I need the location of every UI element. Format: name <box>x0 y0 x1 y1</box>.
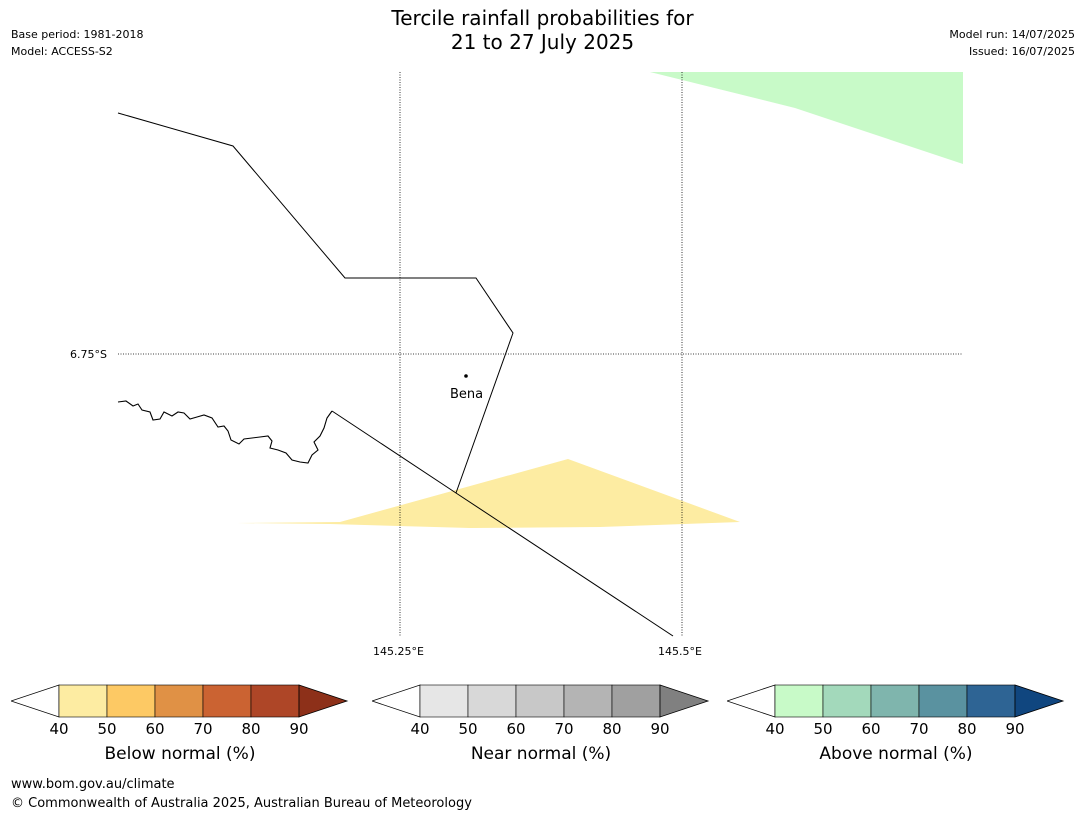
map-title: Tercile rainfall probabilities for 21 to… <box>0 6 1085 54</box>
colorbar-below-swatch-80 <box>250 684 300 718</box>
colorbar-below-tick-70: 70 <box>193 720 213 738</box>
above-normal-area <box>650 72 963 164</box>
colorbar-near-tick-80: 80 <box>602 720 622 738</box>
colorbar-near-swatches <box>372 684 710 718</box>
model-name: Model: ACCESS-S2 <box>11 45 113 58</box>
colorbar-near-tick-50: 50 <box>458 720 478 738</box>
longitude-label-1: 145.25°E <box>373 645 424 658</box>
colorbar-near-tick-90: 90 <box>650 720 670 738</box>
colorbar-below-swatch-60 <box>154 684 204 718</box>
bena-marker <box>464 374 468 378</box>
colorbar-below: 40 50 60 70 80 90 Below normal (%) <box>11 684 349 764</box>
colorbar-below-swatches <box>11 684 349 718</box>
colorbar-below-tick-60: 60 <box>145 720 165 738</box>
colorbar-below-under <box>11 684 60 718</box>
colorbar-near: 40 50 60 70 80 90 Near normal (%) <box>372 684 710 764</box>
place-label-bena: Bena <box>450 387 484 402</box>
map-canvas <box>117 72 963 637</box>
colorbar-below-tick-90: 90 <box>289 720 309 738</box>
colorbar-near-label: Near normal (%) <box>470 744 612 764</box>
colorbar-above-swatch-50 <box>822 684 872 718</box>
colorbar-below-over <box>298 684 349 718</box>
colorbar-near-swatch-60 <box>515 684 565 718</box>
region-boundary-south <box>331 410 674 637</box>
colorbar-above-swatches <box>727 684 1065 718</box>
colorbar-above-under <box>727 684 776 718</box>
colorbar-above-swatch-80 <box>966 684 1016 718</box>
colorbar-above-swatch-70 <box>918 684 968 718</box>
colorbar-below-tick-50: 50 <box>97 720 117 738</box>
colorbar-above-swatch-40 <box>774 684 824 718</box>
meta-left: Base period: 1981-2018 Model: ACCESS-S2 <box>11 26 143 60</box>
colorbar-near-ticks: 40 50 60 70 80 90 <box>372 720 710 740</box>
footer-copyright: © Commonwealth of Australia 2025, Austra… <box>11 796 472 811</box>
colorbar-near-over <box>659 684 710 718</box>
colorbar-near-swatch-70 <box>563 684 613 718</box>
colorbar-below-ticks: 40 50 60 70 80 90 <box>11 720 349 740</box>
river-boundary <box>117 400 333 464</box>
longitude-label-2: 145.5°E <box>658 645 702 658</box>
colorbar-above-label: Above normal (%) <box>819 744 973 764</box>
below-normal-area <box>237 459 740 528</box>
footer: www.bom.gov.au/climate © Commonwealth of… <box>11 775 472 813</box>
colorbar-above-tick-40: 40 <box>765 720 785 738</box>
colorbar-near-under <box>372 684 421 718</box>
meta-right: Model run: 14/07/2025 Issued: 16/07/2025 <box>949 26 1075 60</box>
title-line-2: 21 to 27 July 2025 <box>450 30 635 54</box>
colorbar-above-swatch-60 <box>870 684 920 718</box>
colorbar-near-swatch-50 <box>467 684 517 718</box>
colorbar-below-tick-40: 40 <box>49 720 69 738</box>
title-line-1: Tercile rainfall probabilities for <box>391 6 694 30</box>
latitude-label: 6.75°S <box>70 348 107 361</box>
colorbar-below-swatch-50 <box>106 684 156 718</box>
colorbar-near-swatch-80 <box>611 684 661 718</box>
colorbar-near-swatch-40 <box>419 684 469 718</box>
footer-url[interactable]: www.bom.gov.au/climate <box>11 777 175 792</box>
colorbar-below-swatch-40 <box>58 684 108 718</box>
colorbar-below-tick-80: 80 <box>241 720 261 738</box>
region-boundary <box>117 112 514 494</box>
colorbar-above-ticks: 40 50 60 70 80 90 <box>727 720 1065 740</box>
colorbar-below-label: Below normal (%) <box>104 744 256 764</box>
colorbar-above-tick-50: 50 <box>813 720 833 738</box>
colorbar-above-tick-70: 70 <box>909 720 929 738</box>
issued-date: Issued: 16/07/2025 <box>968 45 1075 58</box>
colorbar-above-tick-90: 90 <box>1005 720 1025 738</box>
base-period: Base period: 1981-2018 <box>11 28 144 41</box>
colorbar-above-over <box>1014 684 1065 718</box>
colorbar-above-tick-80: 80 <box>957 720 977 738</box>
colorbar-above-tick-60: 60 <box>861 720 881 738</box>
colorbar-near-tick-70: 70 <box>554 720 574 738</box>
colorbar-above: 40 50 60 70 80 90 Above normal (%) <box>727 684 1065 764</box>
colorbar-near-tick-40: 40 <box>410 720 430 738</box>
model-run: Model run: 14/07/2025 <box>949 28 1075 41</box>
colorbar-below-swatch-70 <box>202 684 252 718</box>
colorbar-near-tick-60: 60 <box>506 720 526 738</box>
